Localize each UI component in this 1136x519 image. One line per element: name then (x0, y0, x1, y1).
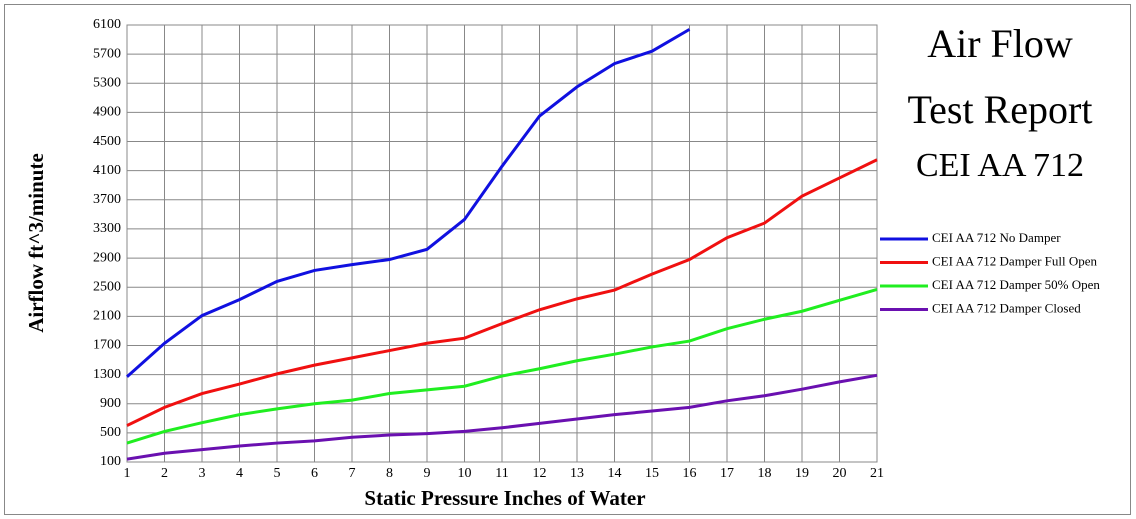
y-tick-label: 3300 (93, 221, 121, 236)
legend-label: CEI AA 712 Damper 50% Open (932, 277, 1100, 292)
y-tick-label: 3700 (93, 192, 121, 207)
x-tick-label: 17 (720, 466, 734, 481)
series-line (126, 158, 878, 427)
chart-border (4, 4, 1131, 515)
x-tick-label: 3 (199, 466, 206, 481)
y-tick-label: 900 (100, 396, 121, 411)
x-tick-label: 14 (608, 466, 622, 481)
x-tick-label: 5 (274, 466, 281, 481)
chart-subtitle: CEI AA 712 (916, 147, 1084, 184)
chart-title: Test Report (908, 87, 1093, 132)
y-tick-label: 4900 (93, 105, 121, 120)
x-tick-label: 19 (795, 466, 809, 481)
y-axis-label: Airflow ft^3/minute (24, 153, 48, 333)
y-tick-label: 1700 (93, 338, 121, 353)
y-tick-label: 2100 (93, 309, 121, 324)
y-tick-label: 4100 (93, 163, 121, 178)
series-line (126, 28, 691, 378)
y-tick-label: 5700 (93, 46, 121, 61)
plot-border (126, 24, 878, 463)
x-tick-label: 16 (683, 466, 697, 481)
x-tick-label: 10 (458, 466, 472, 481)
x-tick-label: 4 (236, 466, 243, 481)
y-tick-label: 500 (100, 425, 121, 440)
x-tick-label: 20 (833, 466, 847, 481)
y-tick-label: 100 (100, 454, 121, 469)
y-tick-label: 6100 (93, 17, 121, 32)
x-tick-label: 15 (645, 466, 659, 481)
legend-label: CEI AA 712 No Damper (932, 230, 1061, 245)
x-tick-label: 1 (124, 466, 131, 481)
x-axis-label: Static Pressure Inches of Water (364, 486, 645, 510)
x-tick-label: 11 (495, 466, 508, 481)
x-tick-label: 21 (870, 466, 884, 481)
x-tick-label: 7 (349, 466, 356, 481)
series-line (126, 373, 878, 461)
x-tick-label: 13 (570, 466, 584, 481)
x-tick-label: 18 (758, 466, 772, 481)
x-tick-label: 6 (311, 466, 318, 481)
x-tick-label: 2 (161, 466, 168, 481)
y-tick-label: 2900 (93, 250, 121, 265)
x-tick-label: 9 (424, 466, 431, 481)
series-line (126, 287, 878, 445)
chart-title: Air Flow (927, 21, 1073, 66)
y-tick-label: 4500 (93, 134, 121, 149)
y-tick-label: 1300 (93, 367, 121, 382)
legend-label: CEI AA 712 Damper Full Open (932, 253, 1098, 268)
legend-label: CEI AA 712 Damper Closed (932, 300, 1081, 315)
x-tick-label: 8 (386, 466, 393, 481)
x-tick-label: 12 (533, 466, 547, 481)
y-tick-label: 5300 (93, 75, 121, 90)
y-tick-label: 2500 (93, 279, 121, 294)
